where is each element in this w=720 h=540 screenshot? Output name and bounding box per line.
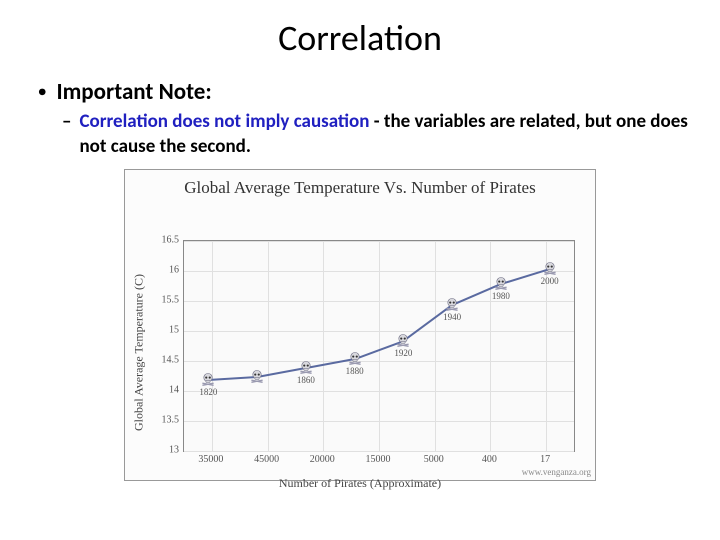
skull-crossbones-icon (348, 351, 362, 365)
x-tick-label: 45000 (254, 454, 279, 465)
skull-crossbones-icon (445, 297, 459, 311)
y-tick-label: 13 (153, 445, 179, 456)
bullet-2-text: Correlation does not imply causation - t… (79, 110, 696, 159)
gridline-horizontal (184, 451, 574, 452)
x-tick-label: 15000 (366, 454, 391, 465)
skull-crossbones-icon (201, 372, 215, 386)
y-tick-label: 14.5 (153, 355, 179, 366)
y-tick-label: 14 (153, 385, 179, 396)
chart-source: www.venganza.org (522, 467, 591, 477)
bullet-dot-icon: ● (38, 84, 46, 100)
y-tick-label: 15.5 (153, 295, 179, 306)
gridline-vertical (435, 241, 436, 451)
y-tick-label: 13.5 (153, 415, 179, 426)
x-tick-label: 20000 (310, 454, 335, 465)
gridline-vertical (212, 241, 213, 451)
skull-crossbones-icon (543, 261, 557, 275)
chart-container: Global Average Temperature Vs. Number of… (0, 169, 720, 492)
x-tick-label: 17 (540, 454, 550, 465)
gridline-vertical (323, 241, 324, 451)
point-label: 1940 (443, 312, 461, 322)
point-label: 1820 (199, 387, 217, 397)
x-tick-label: 5000 (424, 454, 444, 465)
bullet-2-emphasis: Correlation does not imply causation (79, 110, 369, 133)
skull-crossbones-icon (494, 276, 508, 290)
pirates-temperature-chart: Global Average Temperature Vs. Number of… (124, 169, 596, 481)
y-axis-label: Global Average Temperature (C) (132, 263, 147, 443)
skull-crossbones-icon (299, 360, 313, 374)
chart-title: Global Average Temperature Vs. Number of… (125, 170, 595, 202)
slide-title: Correlation (0, 16, 720, 60)
gridline-vertical (268, 241, 269, 451)
bullet-list: ● Important Note: – Correlation does not… (0, 78, 720, 159)
skull-crossbones-icon (396, 333, 410, 347)
plot-area: 1820 1860 1880 1920 1940 1980 2000 (183, 240, 575, 452)
bullet-1-text: Important Note: (56, 78, 211, 106)
y-tick-label: 15 (153, 325, 179, 336)
bullet-dash-icon: – (62, 110, 71, 135)
point-label: 1920 (394, 348, 412, 358)
y-tick-label: 16 (153, 265, 179, 276)
x-tick-label: 400 (482, 454, 497, 465)
bullet-level-2: – Correlation does not imply causation -… (62, 110, 696, 159)
point-label: 2000 (541, 276, 559, 286)
plot-region: 1820 1860 1880 1920 1940 1980 2000 Global Aver… (125, 202, 595, 476)
gridline-vertical (490, 241, 491, 451)
x-tick-label: 35000 (198, 454, 223, 465)
x-axis-label: Number of Pirates (Approximate) (125, 476, 595, 491)
gridline-vertical (379, 241, 380, 451)
point-label: 1860 (297, 375, 315, 385)
skull-crossbones-icon (250, 369, 264, 383)
point-label: 1880 (346, 366, 364, 376)
point-label: 1980 (492, 291, 510, 301)
y-tick-label: 16.5 (153, 235, 179, 246)
slide: Correlation ● Important Note: – Correlat… (0, 16, 720, 540)
bullet-level-1: ● Important Note: (38, 78, 696, 106)
